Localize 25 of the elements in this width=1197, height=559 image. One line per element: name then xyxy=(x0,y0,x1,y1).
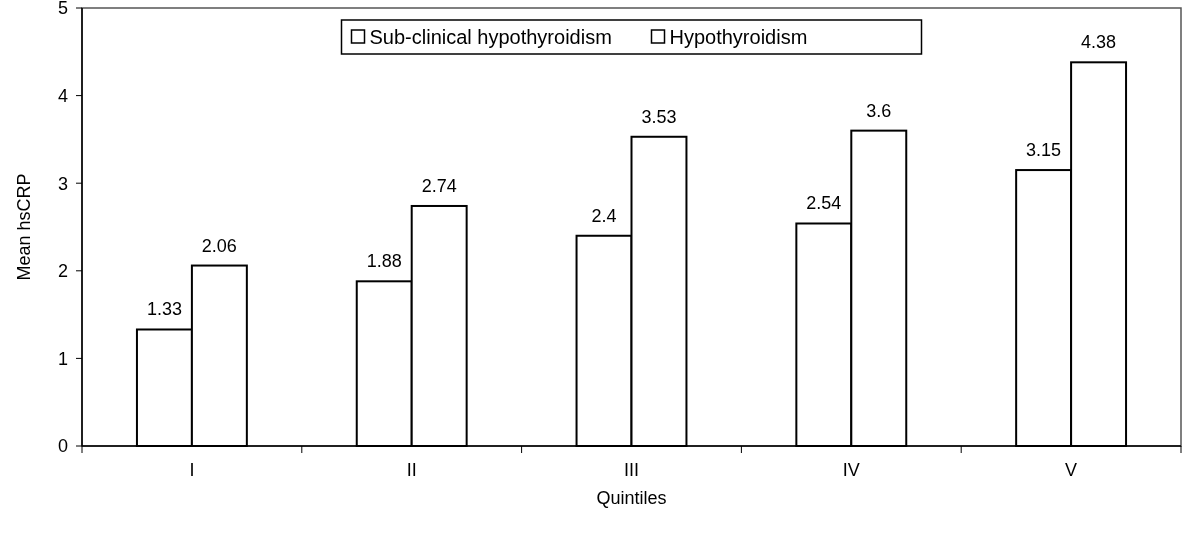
data-label: 2.54 xyxy=(806,193,842,214)
data-label: 1.33 xyxy=(146,299,182,320)
y-tick-label: 0 xyxy=(57,436,68,457)
y-tick-label: 3 xyxy=(57,173,68,194)
y-tick-label: 2 xyxy=(57,261,68,282)
x-axis-title: Quintiles xyxy=(596,488,667,508)
y-tick-label: 1 xyxy=(57,348,68,369)
data-label: 1.88 xyxy=(366,251,402,272)
legend-label: Hypothyroidism xyxy=(669,26,808,48)
x-tick-label: IV xyxy=(842,460,860,480)
y-tick-label: 5 xyxy=(57,0,68,19)
y-axis-title: Mean hsCRP xyxy=(14,173,34,281)
legend-label: Sub-clinical hypothyroidism xyxy=(369,26,612,48)
x-tick-label: V xyxy=(1065,460,1078,480)
x-tick-label: I xyxy=(189,460,195,480)
x-tick-label: III xyxy=(623,460,640,480)
data-label: 2.4 xyxy=(591,205,617,226)
data-label: 3.6 xyxy=(866,100,892,121)
data-label: 3.15 xyxy=(1026,140,1062,161)
data-label: 2.06 xyxy=(201,235,237,256)
data-label: 4.38 xyxy=(1081,32,1117,53)
data-label: 2.74 xyxy=(421,175,457,196)
x-tick-label: II xyxy=(406,460,417,480)
y-tick-label: 4 xyxy=(57,85,68,106)
data-label: 3.53 xyxy=(641,106,677,127)
